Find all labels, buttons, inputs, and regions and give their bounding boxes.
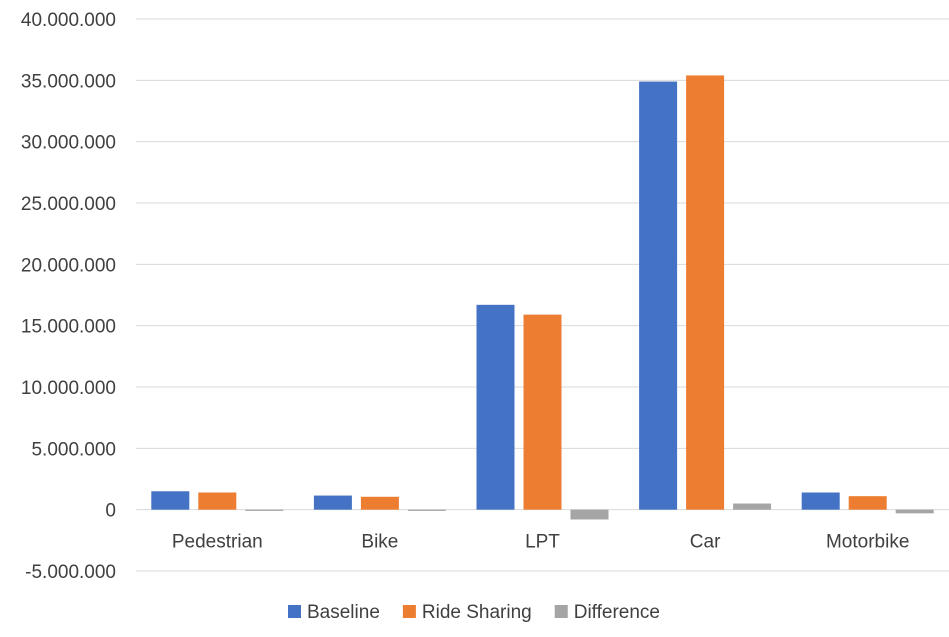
y-tick-label: 40.000.000 bbox=[21, 10, 116, 31]
legend-label: Baseline bbox=[307, 602, 380, 623]
y-tick-label: 25.000.000 bbox=[21, 194, 116, 215]
bar-difference-bike bbox=[407, 509, 446, 511]
bar-ride-sharing-car bbox=[686, 75, 725, 510]
legend-swatch bbox=[288, 605, 301, 618]
bar-ride-sharing-pedestrian bbox=[198, 492, 237, 510]
bar-difference-pedestrian bbox=[245, 509, 284, 511]
legend-item: Difference bbox=[554, 602, 660, 623]
bar-ride-sharing-lpt bbox=[523, 314, 562, 510]
legend-swatch bbox=[402, 605, 416, 618]
bar-ride-sharing-bike bbox=[360, 496, 399, 510]
legend-label: Difference bbox=[574, 602, 660, 623]
y-tick-label: 0 bbox=[105, 501, 116, 522]
y-tick-label: 15.000.000 bbox=[21, 317, 116, 338]
bars bbox=[151, 75, 934, 520]
bar-baseline-car bbox=[639, 81, 678, 510]
legend-label: Ride Sharing bbox=[422, 602, 532, 623]
y-tick-label: 20.000.000 bbox=[21, 255, 116, 276]
bar-baseline-lpt bbox=[476, 304, 515, 510]
legend-item: Baseline bbox=[288, 602, 380, 623]
x-category-label: LPT bbox=[525, 532, 560, 553]
x-category-label: Bike bbox=[361, 532, 398, 553]
y-tick-label: 30.000.000 bbox=[21, 133, 116, 154]
x-category-label: Pedestrian bbox=[172, 532, 263, 553]
x-category-label: Car bbox=[690, 532, 721, 553]
bar-ride-sharing-motorbike bbox=[848, 496, 887, 510]
legend-swatch bbox=[554, 605, 568, 618]
x-category-label: Motorbike bbox=[826, 532, 909, 553]
bar-baseline-pedestrian bbox=[151, 491, 190, 510]
y-tick-label: 10.000.000 bbox=[21, 378, 116, 399]
x-axis-category-labels: Pedestrian Bike LPT Car Motorbike bbox=[172, 532, 910, 553]
bar-difference-car bbox=[733, 503, 772, 510]
y-tick-label: 5.000.000 bbox=[31, 439, 116, 460]
y-tick-label: 35.000.000 bbox=[21, 71, 116, 92]
legend: Baseline Ride Sharing Difference bbox=[288, 602, 660, 623]
bar-baseline-bike bbox=[313, 495, 352, 510]
bar-difference-lpt bbox=[570, 509, 609, 520]
legend-item: Ride Sharing bbox=[402, 602, 532, 623]
bar-baseline-motorbike bbox=[801, 492, 840, 510]
y-axis-tick-labels: -5.000.000 0 5.000.000 10.000.000 15.000.000… bbox=[21, 10, 116, 583]
y-tick-label: -5.000.000 bbox=[25, 562, 116, 583]
bar-difference-motorbike bbox=[895, 509, 934, 514]
